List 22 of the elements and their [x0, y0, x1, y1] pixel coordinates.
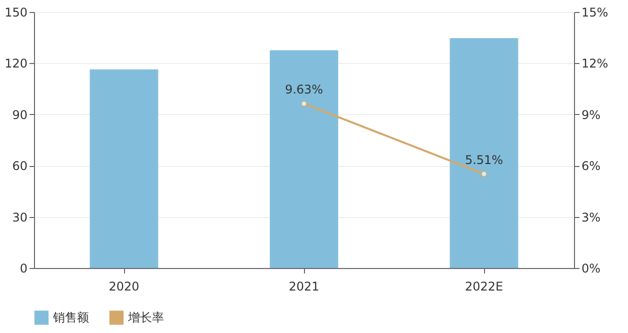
data-label: 9.63%: [284, 82, 324, 97]
y2-tick-label: 15%: [582, 6, 608, 20]
y-tick-label: 150: [4, 6, 28, 20]
x-tick-label: 2020: [108, 280, 140, 294]
x-tick-label: 2021: [288, 280, 320, 294]
y-tick-label: 0: [20, 262, 28, 276]
legend-label: 销售额: [52, 310, 89, 325]
y-tick-label: 30: [12, 210, 28, 224]
bar: [270, 50, 338, 268]
data-label: 5.51%: [464, 152, 504, 167]
bar: [90, 69, 158, 268]
y2-tick-label: 12%: [582, 56, 608, 71]
y2-tick-label: 3%: [582, 210, 601, 224]
y-tick-label: 60: [12, 159, 28, 174]
y2-tick-label: 9%: [582, 108, 601, 122]
legend-label: 增长率: [127, 310, 164, 325]
y2-tick-label: 6%: [582, 159, 601, 174]
y-tick-label: 90: [12, 108, 28, 122]
y-tick-label: 120: [4, 56, 28, 71]
x-tick-label: 2022E: [464, 280, 504, 294]
y2-tick-label: 0%: [582, 262, 601, 276]
bar: [450, 38, 518, 268]
